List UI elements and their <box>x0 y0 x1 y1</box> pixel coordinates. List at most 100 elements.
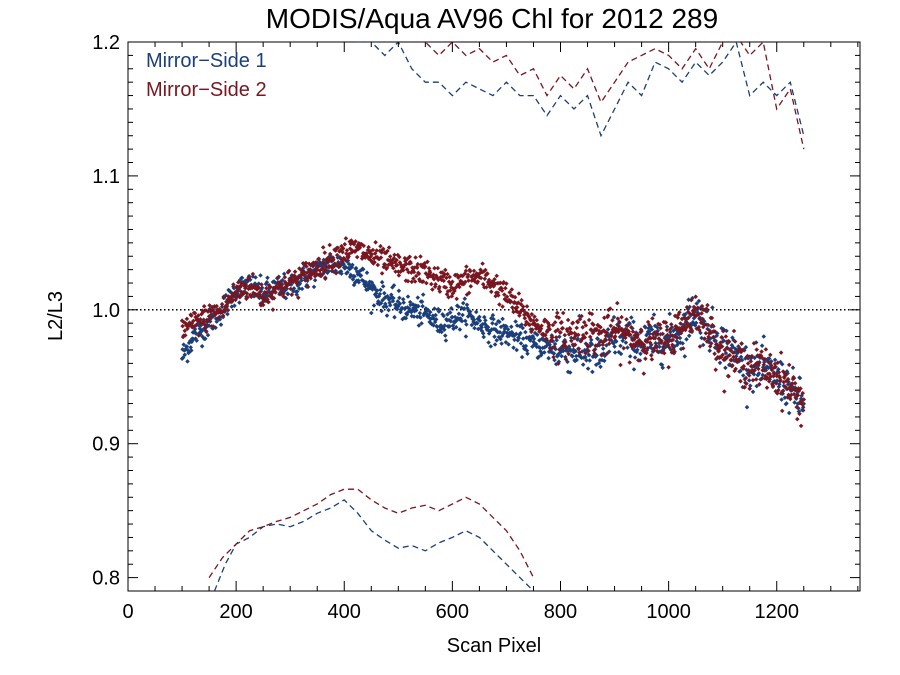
data-point <box>745 361 751 366</box>
data-point <box>196 313 201 318</box>
data-point <box>564 344 569 350</box>
y-axis: 0.8 0.9 1.0 1.1 1.2 <box>92 32 860 590</box>
data-point <box>393 269 398 274</box>
data-point <box>323 276 328 281</box>
data-point <box>497 302 502 307</box>
data-point <box>586 352 592 358</box>
data-point <box>747 386 752 391</box>
data-point <box>670 337 676 343</box>
data-point <box>442 323 448 328</box>
data-point <box>580 362 586 367</box>
data-point <box>710 322 715 328</box>
data-point <box>510 305 515 310</box>
data-point <box>555 310 560 316</box>
data-point <box>450 314 455 320</box>
data-point <box>766 379 772 384</box>
data-point <box>490 312 496 318</box>
data-point <box>659 338 664 344</box>
data-point <box>643 356 648 361</box>
chart-title: MODIS/Aqua AV96 Chl for 2012 289 <box>266 3 718 34</box>
data-point <box>667 326 673 332</box>
data-point <box>418 254 423 259</box>
data-point <box>569 330 575 336</box>
x-axis-label: Scan Pixel <box>447 635 542 657</box>
data-point <box>457 284 462 290</box>
data-point <box>669 322 674 327</box>
data-point <box>257 289 263 295</box>
data-point <box>587 334 593 340</box>
data-point <box>762 368 767 373</box>
data-point <box>380 246 386 252</box>
data-point <box>409 279 415 285</box>
data-point <box>613 339 619 344</box>
data-point <box>551 351 557 356</box>
data-point <box>662 350 667 356</box>
data-point <box>453 324 459 330</box>
data-point <box>466 290 472 296</box>
data-point <box>532 314 537 319</box>
data-point <box>585 366 591 371</box>
data-point <box>225 311 230 317</box>
data-point <box>749 363 754 369</box>
data-point <box>658 325 663 331</box>
data-point <box>671 333 677 339</box>
data-point <box>193 323 199 328</box>
data-point <box>475 279 481 284</box>
data-point <box>464 322 469 327</box>
data-point <box>182 328 188 334</box>
data-point <box>785 376 791 382</box>
data-point <box>427 309 433 315</box>
data-point <box>331 257 336 263</box>
data-point <box>672 349 677 354</box>
data-point <box>259 282 264 287</box>
data-point <box>397 254 402 260</box>
data-point <box>289 292 295 297</box>
data-point <box>413 308 419 313</box>
data-point <box>645 346 650 351</box>
data-point <box>573 348 578 354</box>
data-point <box>744 404 750 410</box>
data-point <box>696 324 702 330</box>
data-point <box>674 324 679 330</box>
data-point <box>546 322 552 328</box>
data-point <box>354 254 360 260</box>
data-point <box>635 347 640 353</box>
data-point <box>192 310 198 316</box>
data-point <box>768 352 773 358</box>
data-point <box>559 353 564 359</box>
data-point <box>684 337 689 342</box>
data-point <box>569 338 574 344</box>
data-point <box>180 323 185 329</box>
data-point <box>492 277 497 282</box>
data-point <box>485 271 490 276</box>
data-point <box>563 356 569 362</box>
series-2-upper-band <box>424 42 805 150</box>
data-point <box>648 335 654 341</box>
data-point <box>431 323 436 328</box>
data-point <box>742 384 748 390</box>
data-point <box>682 354 688 359</box>
data-point <box>381 304 386 310</box>
data-point <box>618 343 623 349</box>
data-point <box>514 305 520 310</box>
data-point <box>765 375 770 381</box>
data-point <box>249 294 254 300</box>
data-point <box>259 285 265 290</box>
data-point <box>697 344 703 349</box>
data-point <box>183 333 188 338</box>
data-point <box>776 367 781 372</box>
data-point <box>774 373 779 379</box>
data-point <box>761 334 767 339</box>
data-point <box>486 340 491 345</box>
data-point <box>602 315 607 321</box>
data-point <box>655 331 661 337</box>
data-point <box>282 274 288 280</box>
data-point <box>407 299 413 305</box>
data-point <box>232 303 237 308</box>
data-point <box>664 327 670 333</box>
data-point <box>731 328 737 334</box>
data-point <box>780 388 785 394</box>
data-point <box>800 408 806 413</box>
data-point <box>761 362 767 368</box>
data-point <box>763 347 769 352</box>
